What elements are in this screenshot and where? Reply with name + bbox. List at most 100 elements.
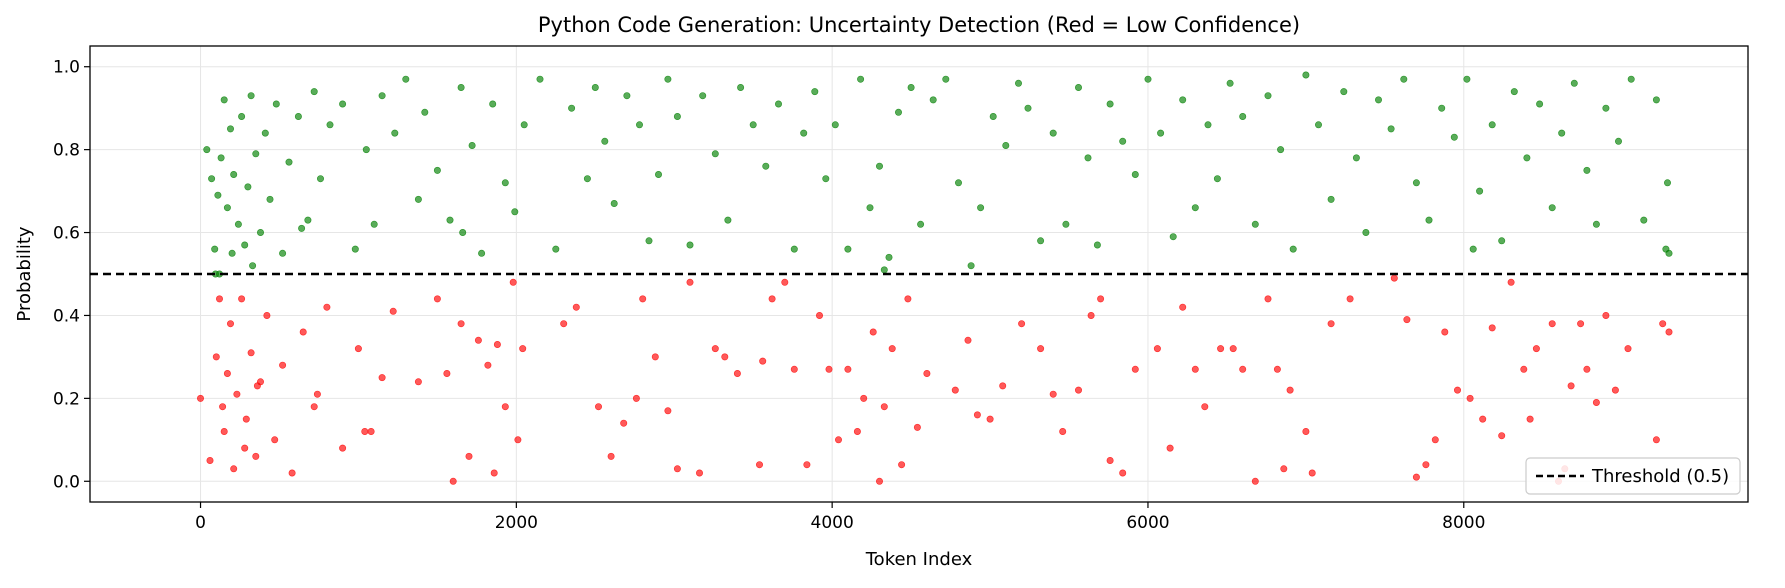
data-point xyxy=(378,92,386,100)
axes-frame xyxy=(89,45,1749,503)
data-point xyxy=(1403,316,1411,324)
data-point xyxy=(249,262,257,270)
data-point xyxy=(1441,328,1449,336)
data-point xyxy=(299,328,307,336)
data-point xyxy=(860,394,868,402)
data-point xyxy=(781,278,789,286)
data-point xyxy=(1131,365,1139,373)
data-point xyxy=(639,295,647,303)
data-point xyxy=(1577,320,1585,328)
data-point xyxy=(1037,237,1045,245)
data-point xyxy=(923,369,931,377)
data-point xyxy=(203,146,211,154)
data-point xyxy=(973,411,981,419)
data-point xyxy=(228,249,236,257)
data-point xyxy=(1226,79,1234,87)
data-point xyxy=(241,241,249,249)
data-point xyxy=(610,200,618,208)
data-point xyxy=(768,295,776,303)
x-tick-label: 2000 xyxy=(495,513,538,533)
data-point xyxy=(1093,241,1101,249)
data-point xyxy=(489,100,497,108)
data-point xyxy=(1592,398,1600,406)
data-point xyxy=(811,88,819,96)
data-point xyxy=(1239,113,1247,121)
data-point xyxy=(645,237,653,245)
y-tick-label: 1.0 xyxy=(53,58,80,78)
data-point xyxy=(1217,345,1225,353)
data-point xyxy=(362,146,370,154)
data-point xyxy=(206,456,214,464)
data-point xyxy=(1191,365,1199,373)
data-point xyxy=(894,108,902,116)
data-point xyxy=(999,382,1007,390)
data-point xyxy=(514,436,522,444)
data-point xyxy=(238,295,246,303)
data-point xyxy=(1327,195,1335,203)
data-point xyxy=(822,175,830,183)
data-point xyxy=(880,266,888,274)
data-point xyxy=(1179,303,1187,311)
data-point xyxy=(651,353,659,361)
data-point xyxy=(501,179,509,187)
data-point xyxy=(904,295,912,303)
data-point xyxy=(1532,345,1540,353)
data-point xyxy=(433,166,441,174)
data-point xyxy=(989,113,997,121)
data-point xyxy=(354,345,362,353)
data-point xyxy=(449,477,457,485)
data-point xyxy=(1422,461,1430,469)
data-point xyxy=(1018,320,1026,328)
data-point xyxy=(552,245,560,253)
data-point xyxy=(493,340,501,348)
data-point xyxy=(234,220,242,228)
data-point xyxy=(1308,469,1316,477)
data-point xyxy=(1302,71,1310,79)
scatter-points xyxy=(197,71,1673,485)
data-point xyxy=(1362,229,1370,237)
data-point xyxy=(898,461,906,469)
data-point xyxy=(227,125,235,133)
data-point xyxy=(298,224,306,232)
data-point xyxy=(519,345,527,353)
data-point xyxy=(252,452,260,460)
data-point xyxy=(220,427,228,435)
data-point xyxy=(583,175,591,183)
data-point xyxy=(1476,187,1484,195)
data-point xyxy=(238,113,246,121)
data-point xyxy=(1652,96,1660,104)
data-point xyxy=(1466,394,1474,402)
data-point xyxy=(967,262,975,270)
data-point xyxy=(310,88,318,96)
data-point xyxy=(1037,345,1045,353)
data-point xyxy=(323,303,331,311)
data-point xyxy=(197,394,205,402)
grid xyxy=(90,46,1748,502)
data-point xyxy=(594,403,602,411)
data-point xyxy=(1286,386,1294,394)
data-point xyxy=(223,369,231,377)
data-point xyxy=(1611,386,1619,394)
data-point xyxy=(1523,154,1531,162)
data-point xyxy=(421,108,429,116)
data-point xyxy=(1049,129,1057,137)
data-point xyxy=(844,365,852,373)
data-point xyxy=(1412,473,1420,481)
data-point xyxy=(1479,415,1487,423)
y-axis-label: Probability xyxy=(14,226,35,321)
data-point xyxy=(370,220,378,228)
data-point xyxy=(1498,432,1506,440)
data-point xyxy=(1431,436,1439,444)
data-point xyxy=(252,150,260,158)
data-point xyxy=(913,423,921,431)
data-point xyxy=(1390,274,1398,282)
data-point xyxy=(272,100,280,108)
data-point xyxy=(951,386,959,394)
data-point xyxy=(1191,204,1199,212)
data-point xyxy=(954,179,962,187)
data-point xyxy=(1664,179,1672,187)
data-point xyxy=(446,216,454,224)
data-point xyxy=(1438,104,1446,112)
data-point xyxy=(695,469,703,477)
